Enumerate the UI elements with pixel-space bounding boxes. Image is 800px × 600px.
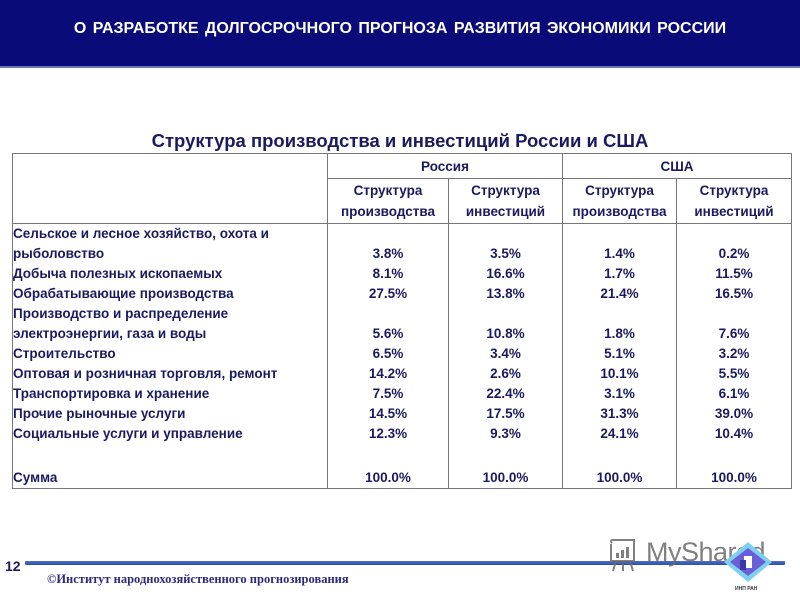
row-label-line1: Сельское и лесное хозяйство, охота и bbox=[13, 226, 269, 241]
total-value: 100.0% bbox=[676, 468, 792, 489]
table-row: Обрабатывающие производства 27.5% 13.8% … bbox=[12, 284, 792, 304]
cell-value: 13.8% bbox=[448, 284, 563, 304]
header-blank-cell bbox=[12, 153, 328, 224]
cell-value: 5.1% bbox=[562, 344, 677, 364]
cell-value: 6.5% bbox=[327, 344, 449, 364]
institute-logo-caption: ИНП РАН bbox=[735, 586, 758, 592]
slide-title: О РАЗРАБОТКЕ ДОЛГОСРОЧНОГО ПРОГНОЗА РАЗВ… bbox=[73, 20, 727, 37]
row-label: Оптовая и розничная торговля, ремонт bbox=[12, 364, 328, 384]
header-russia-production: Структура производства bbox=[327, 178, 449, 224]
row-label: Строительство bbox=[12, 344, 328, 364]
cell-value: 10.8% bbox=[448, 304, 563, 344]
cell-value: 16.5% bbox=[676, 284, 792, 304]
total-row: Сумма 100.0% 100.0% 100.0% 100.0% bbox=[12, 468, 792, 489]
row-label: Транспортировка и хранение bbox=[12, 384, 328, 404]
cell-value: 17.5% bbox=[448, 404, 563, 424]
cell-value: 3.4% bbox=[448, 344, 563, 364]
subheader-line1: Структура bbox=[585, 183, 654, 198]
cell-value: 11.5% bbox=[676, 264, 792, 284]
row-label: Прочие рыночные услуги bbox=[12, 404, 328, 424]
spacer-cell bbox=[327, 444, 449, 468]
header-usa: США bbox=[562, 153, 792, 179]
row-label: Социальные услуги и управление bbox=[12, 424, 328, 444]
header-usa-production: Структура производства bbox=[562, 178, 677, 224]
cell-value: 16.6% bbox=[448, 264, 563, 284]
header-row-subheaders: Структура производства Структура инвестици… bbox=[13, 178, 792, 224]
spacer-row bbox=[12, 444, 792, 468]
total-value: 100.0% bbox=[562, 468, 677, 489]
cell-value: 8.1% bbox=[327, 264, 449, 284]
page-number: 12 bbox=[5, 558, 21, 574]
header-row-countries: Россия США bbox=[12, 153, 792, 224]
cell-value: 1.8% bbox=[562, 304, 677, 344]
header-russia-investment: Структура инвестиций bbox=[448, 178, 563, 224]
title-banner: О РАЗРАБОТКЕ ДОЛГОСРОЧНОГО ПРОГНОЗА РАЗВ… bbox=[0, 0, 800, 68]
table-row: Прочие рыночные услуги 14.5% 17.5% 31.3%… bbox=[12, 404, 792, 424]
presentation-board-icon bbox=[610, 539, 635, 572]
cell-value: 3.5% bbox=[448, 223, 563, 264]
table-row: Оптовая и розничная торговля, ремонт 14.… bbox=[12, 364, 792, 384]
header-usa-investment: Структура инвестиций bbox=[676, 178, 792, 224]
cell-value: 1.4% bbox=[562, 223, 677, 264]
cell-value: 5.6% bbox=[327, 304, 449, 344]
spacer-cell bbox=[448, 444, 563, 468]
cell-value: 10.1% bbox=[562, 364, 677, 384]
footer-copyright: ©Институт народнохозяйственного прогнози… bbox=[47, 572, 349, 586]
cell-value: 24.1% bbox=[562, 424, 677, 444]
spacer-cell bbox=[562, 444, 677, 468]
cell-value: 3.1% bbox=[562, 384, 677, 404]
institute-logo-icon bbox=[724, 542, 772, 582]
subheader-line2: производства bbox=[572, 204, 667, 219]
cell-value: 31.3% bbox=[562, 404, 677, 424]
footer-divider bbox=[25, 561, 785, 565]
total-value: 100.0% bbox=[327, 468, 449, 489]
table-row: Сельское и лесное хозяйство, охота и рыбо… bbox=[12, 223, 792, 264]
spacer-cell bbox=[676, 444, 792, 468]
cell-value: 9.3% bbox=[448, 424, 563, 444]
row-label: Производство и распределение электроэнерг… bbox=[12, 304, 328, 344]
table-row: Добыча полезных ископаемых 8.1% 16.6% 1.… bbox=[12, 264, 792, 284]
total-label: Сумма bbox=[12, 468, 328, 489]
cell-value: 3.2% bbox=[676, 344, 792, 364]
structure-table: Россия США Структура производства Структу… bbox=[12, 153, 792, 489]
table-title: Структура производства и инвестиций Росс… bbox=[151, 130, 649, 151]
table-row: Производство и распределение электроэнерг… bbox=[12, 304, 792, 344]
row-label: Сельское и лесное хозяйство, охота и рыбо… bbox=[12, 223, 328, 264]
subheader-line1: Структура bbox=[471, 183, 540, 198]
spacer-cell bbox=[12, 444, 328, 468]
row-label-line2: рыболовство bbox=[13, 246, 105, 261]
cell-value: 7.6% bbox=[676, 304, 792, 344]
row-label: Обрабатывающие производства bbox=[12, 284, 328, 304]
cell-value: 2.6% bbox=[448, 364, 563, 384]
cell-value: 12.3% bbox=[327, 424, 449, 444]
row-label: Добыча полезных ископаемых bbox=[12, 264, 328, 284]
cell-value: 6.1% bbox=[676, 384, 792, 404]
cell-value: 5.5% bbox=[676, 364, 792, 384]
table-row: Социальные услуги и управление 12.3% 9.3… bbox=[12, 424, 792, 444]
subheader-line2: производства bbox=[341, 204, 435, 219]
cell-value: 22.4% bbox=[448, 384, 563, 404]
cell-value: 0.2% bbox=[676, 223, 792, 264]
cell-value: 14.5% bbox=[327, 404, 449, 424]
subheader-line1: Структура bbox=[353, 183, 423, 198]
row-label-line1: Производство и распределение bbox=[13, 306, 229, 321]
cell-value: 7.5% bbox=[327, 384, 449, 404]
cell-value: 39.0% bbox=[676, 404, 792, 424]
row-label-line2: электроэнергии, газа и воды bbox=[13, 326, 207, 341]
cell-value: 3.8% bbox=[327, 223, 449, 264]
subheader-line2: инвестиций bbox=[694, 204, 774, 219]
header-russia: Россия bbox=[327, 153, 563, 179]
subheader-line2: инвестиций bbox=[465, 204, 546, 219]
cell-value: 14.2% bbox=[327, 364, 449, 384]
table-row: Строительство 6.5% 3.4% 5.1% 3.2% bbox=[12, 344, 792, 364]
table-row: Транспортировка и хранение 7.5% 22.4% 3.… bbox=[12, 384, 792, 404]
cell-value: 10.4% bbox=[676, 424, 792, 444]
cell-value: 27.5% bbox=[327, 284, 449, 304]
subheader-line1: Структура bbox=[699, 183, 769, 198]
total-value: 100.0% bbox=[448, 468, 563, 489]
cell-value: 1.7% bbox=[562, 264, 677, 284]
cell-value: 21.4% bbox=[562, 284, 677, 304]
